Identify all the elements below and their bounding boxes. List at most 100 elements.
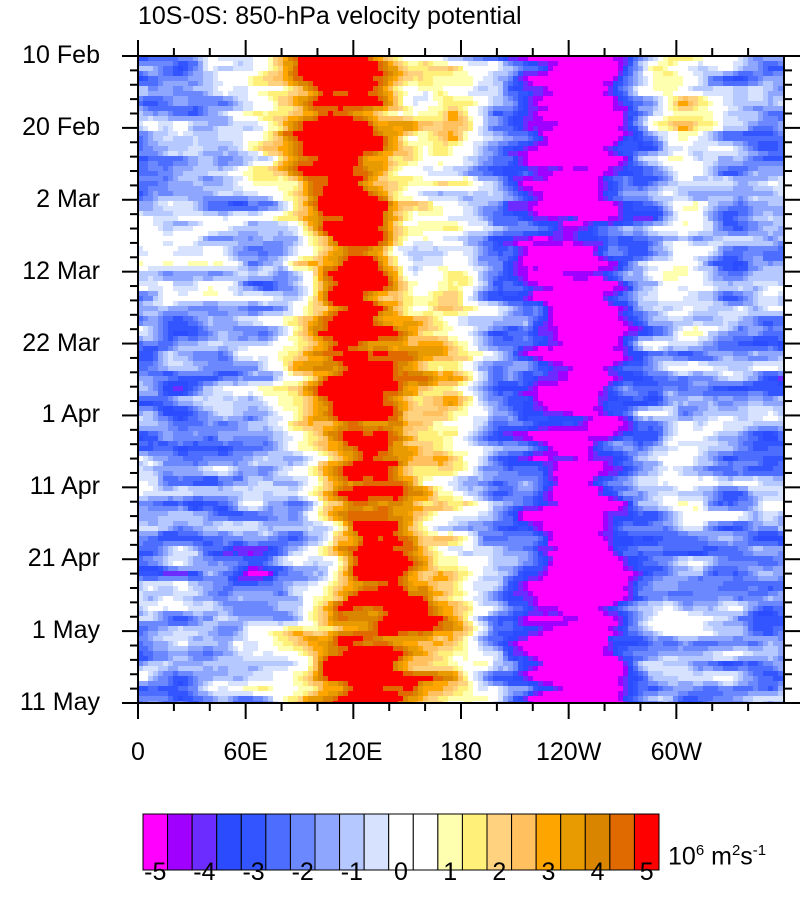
field-cell (728, 211, 734, 217)
field-cell (583, 66, 589, 72)
field-cell (433, 176, 439, 182)
field-cell (288, 156, 294, 162)
field-cell (508, 136, 514, 142)
field-cell (493, 231, 499, 237)
field-cell (293, 121, 299, 127)
field-cell (688, 86, 694, 92)
field-cell (678, 61, 684, 67)
field-cell (168, 141, 174, 147)
field-cell (503, 56, 509, 62)
field-cell (613, 226, 619, 232)
field-cell (138, 171, 144, 177)
field-cell (233, 201, 239, 207)
field-cell (648, 121, 654, 127)
field-cell (473, 166, 479, 172)
field-cell (153, 226, 159, 232)
field-cell (773, 226, 779, 232)
field-cell (463, 166, 469, 172)
field-cell (353, 91, 359, 97)
field-cell (368, 196, 374, 202)
field-cell (308, 226, 314, 232)
field-cell (578, 71, 584, 77)
field-cell (503, 191, 509, 197)
field-cell (188, 136, 194, 142)
field-cell (293, 226, 299, 232)
field-cell (628, 86, 634, 92)
field-cell (308, 56, 314, 62)
field-cell (228, 91, 234, 97)
field-cell (633, 81, 639, 87)
field-cell (473, 71, 479, 77)
field-cell (448, 196, 454, 202)
field-cell (358, 121, 364, 127)
field-cell (733, 111, 739, 117)
field-cell (743, 91, 749, 97)
field-cell (763, 216, 769, 222)
field-cell (308, 196, 314, 202)
field-cell (753, 151, 759, 157)
field-cell (428, 161, 434, 167)
field-cell (158, 61, 164, 67)
field-cell (403, 111, 409, 117)
field-cell (528, 136, 534, 142)
field-cell (643, 131, 649, 137)
field-cell (298, 66, 304, 72)
field-cell (468, 181, 474, 187)
field-cell (568, 221, 574, 227)
field-cell (753, 231, 759, 237)
field-cell (778, 86, 784, 92)
field-cell (548, 241, 554, 247)
field-cell (703, 66, 709, 72)
field-cell (303, 221, 309, 227)
field-cell (508, 206, 514, 212)
field-cell (383, 56, 389, 62)
field-cell (438, 126, 444, 132)
field-cell (573, 126, 579, 132)
field-cell (368, 126, 374, 132)
field-cell (248, 181, 254, 187)
field-cell (653, 146, 659, 152)
field-cell (648, 176, 654, 182)
field-cell (628, 196, 634, 202)
field-cell (368, 216, 374, 222)
field-cell (463, 101, 469, 107)
field-cell (278, 211, 284, 217)
field-cell (663, 241, 669, 247)
field-cell (663, 176, 669, 182)
field-cell (468, 66, 474, 72)
field-cell (498, 216, 504, 222)
field-cell (303, 186, 309, 192)
field-cell (173, 146, 179, 152)
field-cell (608, 186, 614, 192)
field-cell (208, 216, 214, 222)
field-cell (228, 206, 234, 212)
field-cell (633, 241, 639, 247)
field-cell (183, 96, 189, 102)
field-cell (303, 81, 309, 87)
field-cell (623, 141, 629, 147)
field-cell (263, 131, 269, 137)
field-cell (233, 221, 239, 227)
field-cell (173, 176, 179, 182)
field-cell (373, 141, 379, 147)
field-cell (323, 156, 329, 162)
field-cell (358, 216, 364, 222)
field-cell (578, 56, 584, 62)
field-cell (148, 186, 154, 192)
field-cell (153, 246, 159, 252)
field-cell (758, 156, 764, 162)
field-cell (723, 186, 729, 192)
field-cell (358, 66, 364, 72)
field-cell (768, 96, 774, 102)
field-cell (198, 176, 204, 182)
field-cell (273, 216, 279, 222)
field-cell (263, 86, 269, 92)
field-cell (628, 71, 634, 77)
field-cell (153, 176, 159, 182)
field-cell (363, 226, 369, 232)
field-cell (243, 111, 249, 117)
field-cell (283, 71, 289, 77)
field-cell (528, 201, 534, 207)
field-cell (528, 76, 534, 82)
field-cell (543, 221, 549, 227)
